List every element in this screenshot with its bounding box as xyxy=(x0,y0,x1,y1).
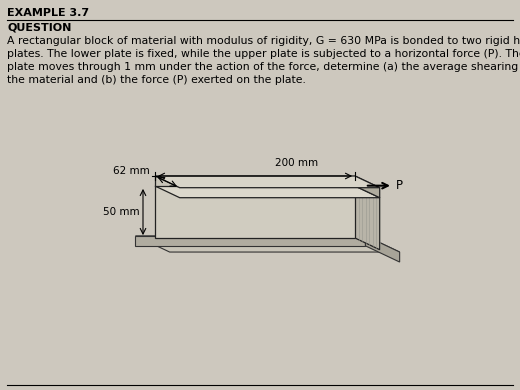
Text: 200 mm: 200 mm xyxy=(275,158,318,168)
Polygon shape xyxy=(155,186,380,198)
Text: 50 mm: 50 mm xyxy=(103,207,140,217)
Text: EXAMPLE 3.7: EXAMPLE 3.7 xyxy=(7,8,89,18)
Polygon shape xyxy=(155,186,355,238)
Text: QUESTION: QUESTION xyxy=(7,22,71,32)
Polygon shape xyxy=(135,236,366,246)
Polygon shape xyxy=(155,176,380,188)
Text: the material and (b) the force (P) exerted on the plate.: the material and (b) the force (P) exert… xyxy=(7,75,306,85)
Polygon shape xyxy=(135,236,400,252)
Polygon shape xyxy=(355,186,380,250)
Polygon shape xyxy=(366,236,400,262)
Polygon shape xyxy=(155,176,355,186)
Text: plate moves through 1 mm under the action of the force, determine (a) the averag: plate moves through 1 mm under the actio… xyxy=(7,62,520,72)
Text: plates. The lower plate is fixed, while the upper plate is subjected to a horizo: plates. The lower plate is fixed, while … xyxy=(7,49,520,59)
Text: 62 mm: 62 mm xyxy=(113,166,150,176)
Text: P: P xyxy=(396,179,403,192)
Polygon shape xyxy=(355,176,380,198)
Text: A rectangular block of material with modulus of rigidity, G = 630 MPa is bonded : A rectangular block of material with mod… xyxy=(7,36,520,46)
